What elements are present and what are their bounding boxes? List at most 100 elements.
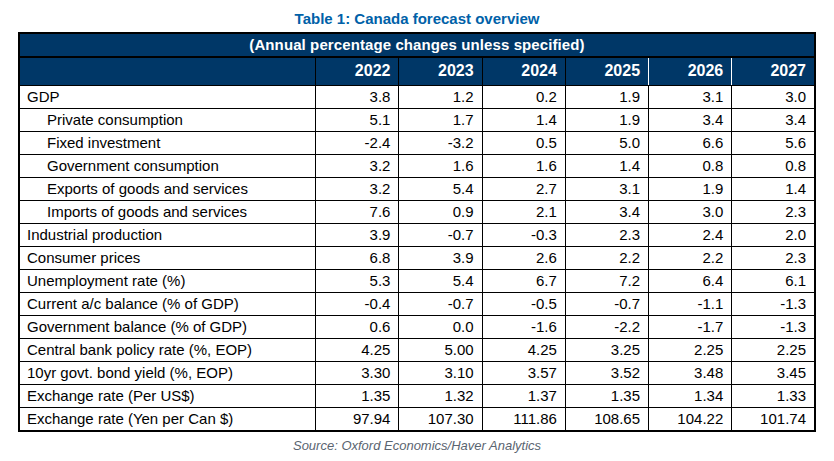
value-cell: 3.30: [316, 362, 399, 385]
table-row: GDP3.81.20.21.93.13.0: [19, 86, 815, 109]
row-label: Exchange rate (Yen per Can $): [19, 408, 316, 432]
value-cell: 3.4: [649, 109, 732, 132]
value-cell: 97.94: [316, 408, 399, 432]
row-label: Imports of goods and services: [19, 201, 316, 224]
year-column-header: 2024: [482, 57, 565, 86]
value-cell: 3.57: [482, 362, 565, 385]
table-row: Private consumption5.11.71.41.93.43.4: [19, 109, 815, 132]
value-cell: 1.9: [565, 86, 648, 109]
value-cell: 5.3: [316, 270, 399, 293]
value-cell: 1.32: [399, 385, 482, 408]
value-cell: -3.2: [399, 132, 482, 155]
value-cell: 2.3: [565, 224, 648, 247]
value-cell: 2.2: [565, 247, 648, 270]
value-cell: 111.86: [482, 408, 565, 432]
row-label: Current a/c balance (% of GDP): [19, 293, 316, 316]
value-cell: 2.25: [732, 339, 815, 362]
value-cell: 3.2: [316, 155, 399, 178]
value-cell: -1.1: [649, 293, 732, 316]
value-cell: -0.3: [482, 224, 565, 247]
value-cell: 6.4: [649, 270, 732, 293]
value-cell: -1.3: [732, 293, 815, 316]
value-cell: 101.74: [732, 408, 815, 432]
year-column-header: 2023: [399, 57, 482, 86]
value-cell: 108.65: [565, 408, 648, 432]
value-cell: 2.6: [482, 247, 565, 270]
value-cell: 6.8: [316, 247, 399, 270]
value-cell: 1.2: [399, 86, 482, 109]
row-label: Private consumption: [19, 109, 316, 132]
value-cell: -0.7: [399, 224, 482, 247]
row-label: GDP: [19, 86, 316, 109]
value-cell: 5.4: [399, 270, 482, 293]
value-cell: -2.4: [316, 132, 399, 155]
value-cell: -1.3: [732, 316, 815, 339]
value-cell: 2.3: [732, 247, 815, 270]
year-header-row: 202220232024202520262027: [19, 57, 815, 86]
value-cell: 3.1: [649, 86, 732, 109]
value-cell: 0.8: [649, 155, 732, 178]
value-cell: 1.4: [732, 178, 815, 201]
value-cell: -1.6: [482, 316, 565, 339]
row-label: Government consumption: [19, 155, 316, 178]
row-label: Government balance (% of GDP): [19, 316, 316, 339]
value-cell: 7.6: [316, 201, 399, 224]
value-cell: 1.6: [399, 155, 482, 178]
row-label: 10yr govt. bond yield (%, EOP): [19, 362, 316, 385]
value-cell: 1.37: [482, 385, 565, 408]
value-cell: 5.6: [732, 132, 815, 155]
value-cell: -2.2: [565, 316, 648, 339]
value-cell: 0.9: [399, 201, 482, 224]
value-cell: 2.3: [732, 201, 815, 224]
row-label: Exchange rate (Per US$): [19, 385, 316, 408]
value-cell: 6.1: [732, 270, 815, 293]
value-cell: 3.9: [399, 247, 482, 270]
value-cell: 0.5: [482, 132, 565, 155]
value-cell: 1.35: [316, 385, 399, 408]
subtitle-row: (Annual percentage changes unless specif…: [19, 33, 815, 57]
value-cell: 3.2: [316, 178, 399, 201]
table-row: Exchange rate (Yen per Can $)97.94107.30…: [19, 408, 815, 432]
value-cell: 3.8: [316, 86, 399, 109]
value-cell: 1.4: [565, 155, 648, 178]
year-column-header: 2026: [649, 57, 732, 86]
table-row: Unemployment rate (%)5.35.46.77.26.46.1: [19, 270, 815, 293]
value-cell: 3.52: [565, 362, 648, 385]
value-cell: 4.25: [482, 339, 565, 362]
table-row: Exchange rate (Per US$)1.351.321.371.351…: [19, 385, 815, 408]
value-cell: 0.8: [732, 155, 815, 178]
value-cell: 1.9: [565, 109, 648, 132]
value-cell: 1.34: [649, 385, 732, 408]
year-header-spacer: [19, 57, 316, 86]
value-cell: 3.48: [649, 362, 732, 385]
value-cell: 2.0: [732, 224, 815, 247]
value-cell: 1.35: [565, 385, 648, 408]
value-cell: 3.45: [732, 362, 815, 385]
value-cell: 1.9: [649, 178, 732, 201]
year-column-header: 2022: [316, 57, 399, 86]
value-cell: 3.4: [732, 109, 815, 132]
value-cell: 3.0: [732, 86, 815, 109]
table-row: Fixed investment-2.4-3.20.55.06.65.6: [19, 132, 815, 155]
table-header: (Annual percentage changes unless specif…: [19, 33, 815, 86]
table-row: Exports of goods and services3.25.42.73.…: [19, 178, 815, 201]
value-cell: 1.7: [399, 109, 482, 132]
year-column-header: 2025: [565, 57, 648, 86]
table-row: 10yr govt. bond yield (%, EOP)3.303.103.…: [19, 362, 815, 385]
year-column-header: 2027: [732, 57, 815, 86]
table-subtitle: (Annual percentage changes unless specif…: [19, 33, 815, 57]
table-row: Government balance (% of GDP)0.60.0-1.6-…: [19, 316, 815, 339]
value-cell: 0.2: [482, 86, 565, 109]
value-cell: 107.30: [399, 408, 482, 432]
value-cell: 3.1: [565, 178, 648, 201]
value-cell: 4.25: [316, 339, 399, 362]
table-body: GDP3.81.20.21.93.13.0Private consumption…: [19, 86, 815, 432]
table-row: Industrial production3.9-0.7-0.32.32.42.…: [19, 224, 815, 247]
table-row: Current a/c balance (% of GDP)-0.4-0.7-0…: [19, 293, 815, 316]
value-cell: 5.1: [316, 109, 399, 132]
value-cell: 2.25: [649, 339, 732, 362]
value-cell: 2.1: [482, 201, 565, 224]
value-cell: 3.4: [565, 201, 648, 224]
value-cell: 3.0: [649, 201, 732, 224]
value-cell: 3.9: [316, 224, 399, 247]
